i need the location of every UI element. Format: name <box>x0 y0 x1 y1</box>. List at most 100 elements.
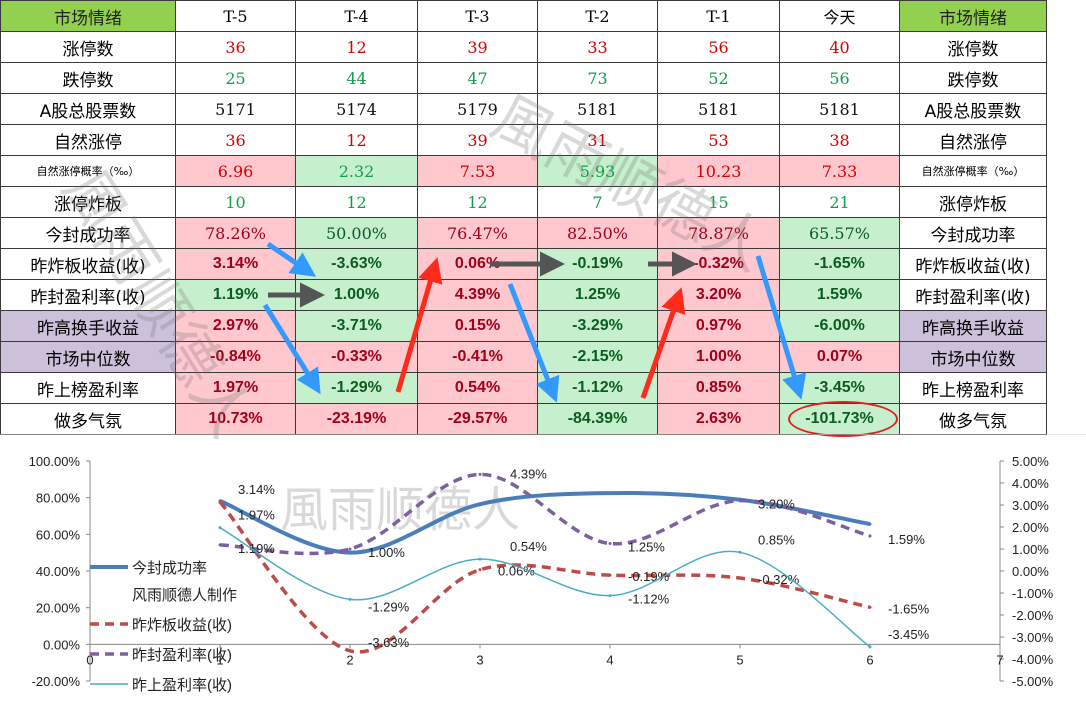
x-tick-label: 5 <box>736 652 743 667</box>
row-label: 自然涨停 <box>0 124 176 156</box>
series-line-3 <box>219 527 871 648</box>
data-label-3: -1.12% <box>628 592 670 607</box>
left-tick-label: 80.00% <box>36 491 81 506</box>
table-row: 市场中位数 -0.84% -0.33% -0.41% -2.15% 1.00% 0.07% 市… <box>0 341 1047 373</box>
value-cell: -0.84% <box>175 341 296 373</box>
row-label: 昨封盈利率(收) <box>0 279 176 311</box>
value-cell: 0.07% <box>779 341 900 373</box>
legend-label: 昨封盈利率(收) <box>132 647 232 664</box>
row-label-right: 今封成功率 <box>899 217 1047 249</box>
line-chart: 100.00%80.00%60.00%40.00%20.00%0.00%-20.… <box>0 434 1086 694</box>
value-cell: 2.32 <box>295 155 418 187</box>
row-label: 涨停炸板 <box>0 186 176 218</box>
value-cell: -84.39% <box>537 403 658 435</box>
x-tick-label: 6 <box>866 652 873 667</box>
value-cell: 73 <box>537 62 658 94</box>
value-cell: 3.20% <box>657 279 780 311</box>
table-row: 涨停炸板 10 12 12 7 15 21 涨停炸板 <box>0 186 1047 218</box>
value-cell: 0.15% <box>417 310 538 342</box>
series-point-3 <box>348 597 352 601</box>
row-label: A股总股票数 <box>0 93 176 125</box>
data-label-2: 4.39% <box>510 466 547 481</box>
value-cell: 39 <box>417 124 538 156</box>
left-tick-label: 60.00% <box>36 527 81 542</box>
series-line-1 <box>218 500 871 654</box>
value-cell: 5181 <box>537 93 658 125</box>
value-cell: 5171 <box>175 93 296 125</box>
data-label-2: 1.25% <box>628 540 665 555</box>
table-row: 昨上榜盈利率 1.97% -1.29% 0.54% -1.12% 0.85% -3.45% 昨… <box>0 372 1047 404</box>
value-cell: 5181 <box>779 93 900 125</box>
header-cell: T-5 <box>175 0 296 32</box>
right-tick-label: 2.00% <box>1012 520 1049 535</box>
value-cell: 31 <box>537 124 658 156</box>
right-tick-label: -2.00% <box>1012 608 1054 623</box>
value-cell: 0.85% <box>657 372 780 404</box>
value-cell: 12 <box>295 124 418 156</box>
row-label: 市场中位数 <box>0 341 176 373</box>
series-point-1 <box>608 573 612 577</box>
value-cell: 52 <box>657 62 780 94</box>
row-label: 昨上榜盈利率 <box>0 372 176 404</box>
value-cell: 12 <box>295 186 418 218</box>
value-cell: -23.19% <box>295 403 418 435</box>
value-cell: 7.33 <box>779 155 900 187</box>
row-label-right: 涨停炸板 <box>899 186 1047 218</box>
value-cell: -101.73% <box>779 403 900 435</box>
row-label: 自然涨停概率（‰） <box>0 155 176 187</box>
x-tick-label: 3 <box>476 652 483 667</box>
right-tick-label: 5.00% <box>1012 454 1049 469</box>
value-cell: -3.63% <box>295 248 418 280</box>
value-cell: 0.54% <box>417 372 538 404</box>
series-point-2 <box>608 542 612 545</box>
value-cell: 1.59% <box>779 279 900 311</box>
right-tick-label: 3.00% <box>1012 498 1049 513</box>
value-cell: 36 <box>175 31 296 63</box>
value-cell: 5181 <box>657 93 780 125</box>
left-tick-label: 40.00% <box>36 564 81 579</box>
series-point-3 <box>738 550 742 554</box>
row-label-right: A股总股票数 <box>899 93 1047 125</box>
x-tick-label: 2 <box>346 652 353 667</box>
data-label-2: 3.20% <box>758 497 795 512</box>
table-row: 昨高换手收益 2.97% -3.71% 0.15% -3.29% 0.97% -6.00% 昨… <box>0 310 1047 342</box>
series-point-2 <box>218 543 222 547</box>
value-cell: 2.97% <box>175 310 296 342</box>
value-cell: 1.19% <box>175 279 296 311</box>
value-cell: 12 <box>417 186 538 218</box>
row-label: 涨停数 <box>0 31 176 63</box>
right-tick-label: -5.00% <box>1012 674 1054 689</box>
value-cell: -29.57% <box>417 403 538 435</box>
series-point-0 <box>608 491 612 495</box>
table-row: 跌停数 25 44 47 73 52 56 跌停数 <box>0 62 1047 94</box>
data-label-1: -0.19% <box>628 569 670 584</box>
table-header-row: 市场情绪 T-5 T-4 T-3 T-2 T-1 今天 市场情绪 <box>0 0 1047 32</box>
row-label: 昨炸板收益(收) <box>0 248 176 280</box>
row-label-right: 做多气氛 <box>899 403 1047 435</box>
right-tick-label: 0.00% <box>1012 564 1049 579</box>
legend-label: 昨炸板收益(收) <box>132 616 232 634</box>
sentiment-table: 市场情绪 T-5 T-4 T-3 T-2 T-1 今天 市场情绪 涨停数 36 12 39 33 56 40… <box>0 0 1047 435</box>
value-cell: 56 <box>657 31 780 63</box>
value-cell: 76.47% <box>417 217 538 249</box>
series-point-3 <box>218 526 222 530</box>
value-cell: 56 <box>779 62 900 94</box>
value-cell: -3.45% <box>779 372 900 404</box>
row-label: 今封成功率 <box>0 217 176 249</box>
row-label: 做多气氛 <box>0 403 176 435</box>
value-cell: 7 <box>537 186 658 218</box>
series-point-0 <box>348 551 352 555</box>
series-point-1 <box>218 500 222 504</box>
series-point-2 <box>478 472 482 476</box>
left-tick-label: 0.00% <box>43 637 80 652</box>
data-label-1: -3.63% <box>368 635 410 650</box>
series-point-2 <box>348 547 352 551</box>
table-row: 昨封盈利率(收) 1.19% 1.00% 4.39% 1.25% 3.20% 1.59% 昨封… <box>0 279 1047 311</box>
series-point-3 <box>478 557 482 561</box>
data-label-1: 0.06% <box>498 564 535 579</box>
value-cell: 5179 <box>417 93 538 125</box>
value-cell: -3.71% <box>295 310 418 342</box>
value-cell: 21 <box>779 186 900 218</box>
row-label-right: 自然涨停概率（‰） <box>899 155 1047 187</box>
series-point-1 <box>868 605 872 609</box>
